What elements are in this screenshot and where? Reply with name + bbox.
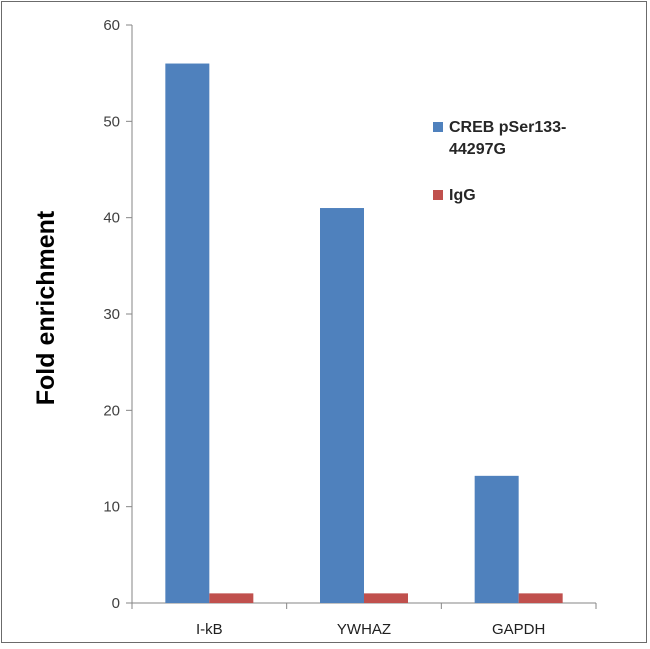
legend-label: 44297G: [449, 141, 506, 158]
legend-label: IgG: [449, 187, 476, 204]
bar: [209, 593, 254, 603]
y-tick-label: 30: [103, 306, 120, 323]
legend-swatch: [433, 122, 443, 132]
legend: CREB pSer133- 44297G IgG: [433, 119, 566, 204]
x-category-label: YWHAZ: [337, 621, 391, 638]
y-axis: 0 10 20 30 40 50 60: [103, 17, 133, 612]
y-tick-label: 50: [103, 113, 120, 130]
x-axis: I-kB YWHAZ GAPDH: [131, 602, 597, 638]
bars: [165, 63, 563, 604]
y-axis-label: Fold enrichment: [32, 210, 60, 405]
x-category-label: I-kB: [196, 621, 223, 638]
bar: [320, 208, 364, 604]
y-tick-label: 0: [112, 595, 120, 612]
y-tick-label: 40: [103, 210, 120, 227]
bar: [474, 475, 519, 603]
bar: [518, 593, 563, 603]
legend-swatch: [433, 190, 443, 200]
legend-label: CREB pSer133-: [449, 119, 566, 136]
x-category-label: GAPDH: [492, 621, 545, 638]
y-tick-label: 60: [103, 17, 120, 34]
y-tick-label: 10: [103, 499, 120, 516]
bar: [364, 593, 408, 603]
bar: [165, 63, 210, 604]
y-tick-label: 20: [103, 402, 120, 419]
